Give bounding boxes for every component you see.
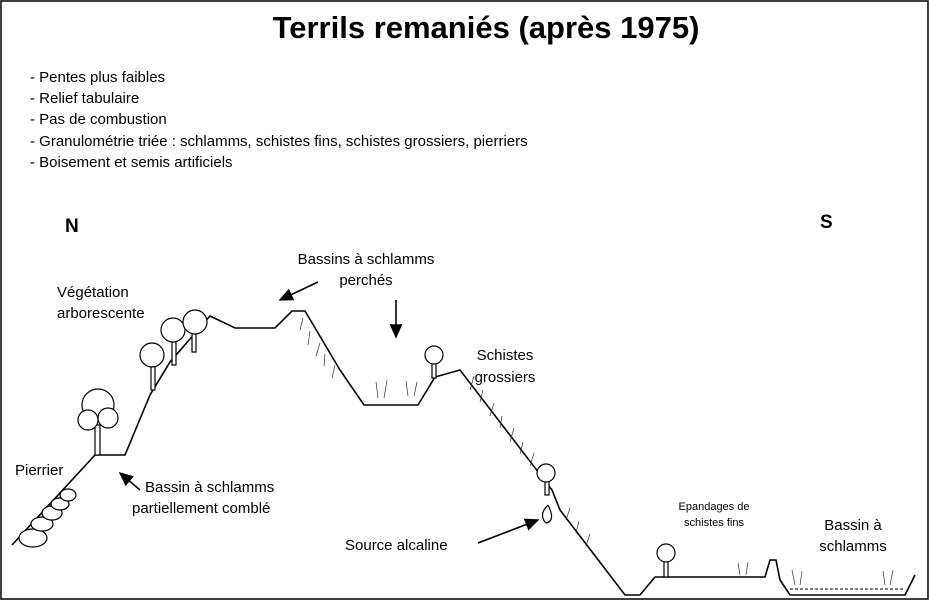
bullet: - Pas de combustion <box>30 111 167 128</box>
label: arborescente <box>57 305 145 322</box>
bullet: - Boisement et semis artificiels <box>30 154 233 171</box>
label: Végétation <box>57 284 129 301</box>
bullet: - Relief tabulaire <box>30 90 139 107</box>
label: schlamms <box>819 538 887 555</box>
label: Bassins à schlamms <box>298 251 435 268</box>
label: perchés <box>339 272 392 289</box>
bullet: - Pentes plus faibles <box>30 69 165 86</box>
label: grossiers <box>475 369 536 386</box>
diagram: Terrils remaniés (après 1975) - Pentes p… <box>0 0 929 600</box>
label: Schistes <box>477 347 534 364</box>
north: N <box>65 216 79 237</box>
label: Source alcaline <box>345 537 448 554</box>
label: Pierrier <box>15 462 63 479</box>
title: Terrils remaniés (après 1975) <box>273 10 700 45</box>
label: Bassin à schlamms <box>145 479 274 496</box>
label: partiellement comblé <box>132 500 270 517</box>
label: schistes fins <box>684 517 744 529</box>
label: Epandages de <box>679 501 750 513</box>
south: S <box>820 212 833 233</box>
label: Bassin à <box>824 517 882 534</box>
bullet: - Granulométrie triée : schlamms, schist… <box>30 133 528 150</box>
